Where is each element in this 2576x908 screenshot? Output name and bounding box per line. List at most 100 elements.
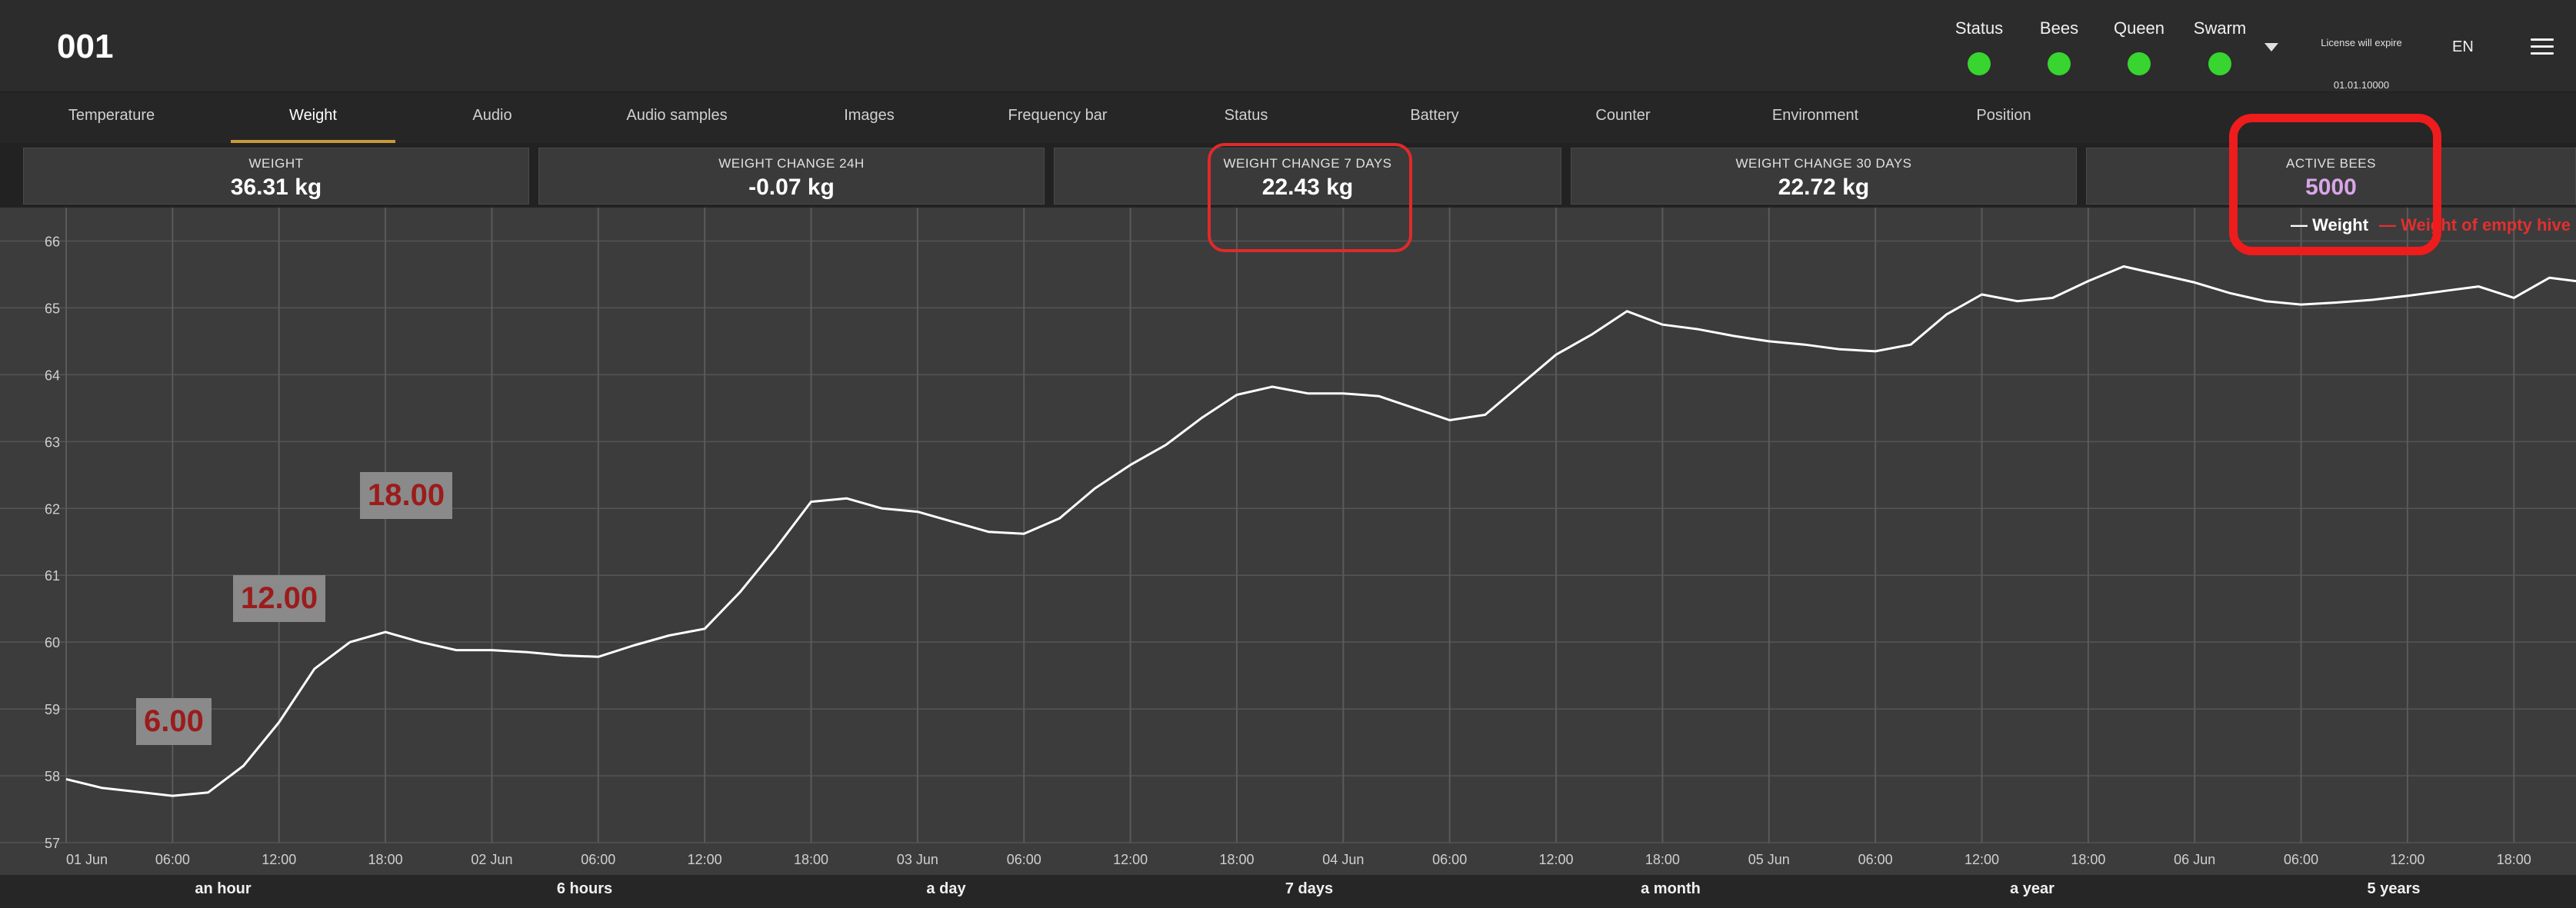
license-info: License will expire 01.01.10000 <box>2311 22 2411 106</box>
card-value: 22.43 kg <box>1261 175 1354 200</box>
y-tick-label: 59 <box>45 702 60 717</box>
tab-bar: Temperature Weight Audio Audio samples I… <box>0 92 2576 143</box>
status-label: Swarm <box>2193 18 2247 38</box>
status-indicator-status[interactable]: Status <box>1937 18 2021 75</box>
status-dot-icon <box>2208 52 2231 75</box>
hive-id: 001 <box>57 28 114 65</box>
x-tick-label: 06:00 <box>155 852 190 867</box>
y-tick-label: 58 <box>45 769 60 784</box>
active-bees-card: ACTIVE BEES 5000 <box>2086 148 2576 205</box>
x-tick-label: 12:00 <box>1113 852 1148 867</box>
tab-images[interactable]: Images <box>844 107 895 124</box>
card-label: WEIGHT CHANGE 24H <box>718 156 865 171</box>
y-tick-label: 57 <box>45 836 60 851</box>
x-tick-label: 18:00 <box>368 852 403 867</box>
range-selector: an hour 6 hours a day 7 days a month a y… <box>0 875 2576 908</box>
language-selector[interactable]: EN <box>2452 38 2474 55</box>
status-label: Queen <box>2113 18 2165 38</box>
hamburger-menu-icon[interactable] <box>2531 38 2554 57</box>
x-tick-label: 18:00 <box>2497 852 2531 867</box>
tab-audio-samples[interactable]: Audio samples <box>626 107 728 124</box>
range-a-year[interactable]: a year <box>2010 880 2054 897</box>
x-tick-label: 06:00 <box>581 852 615 867</box>
chart-svg: 57 58 59 60 61 62 63 64 65 66 01 Jun 06:00 12:00 18:0… <box>0 208 2576 867</box>
status-label: Bees <box>2039 18 2079 38</box>
y-tick-label: 62 <box>45 501 60 517</box>
y-tick-label: 60 <box>45 635 60 650</box>
license-label: License will expire <box>2321 37 2402 48</box>
header-bar: 001 Status Bees Queen Swarm License will… <box>0 0 2576 92</box>
y-tick-label: 61 <box>45 568 60 584</box>
card-label: WEIGHT CHANGE 30 DAYS <box>1735 156 1912 171</box>
weight-card: WEIGHT 36.31 kg <box>23 148 529 205</box>
chart-legend: — Weight — Weight of empty hive <box>2291 215 2571 235</box>
card-value: 36.31 kg <box>230 175 322 200</box>
weight-chart[interactable]: 57 58 59 60 61 62 63 64 65 66 01 Jun 06:00 12:00 18:0… <box>0 208 2576 884</box>
range-7-days[interactable]: 7 days <box>1285 880 1334 897</box>
tab-audio[interactable]: Audio <box>472 107 512 124</box>
tab-environment[interactable]: Environment <box>1771 107 1859 124</box>
tab-counter[interactable]: Counter <box>1595 107 1651 124</box>
x-tick-label: 05 Jun <box>1748 852 1790 867</box>
x-tick-label: 18:00 <box>2071 852 2105 867</box>
status-indicator-swarm[interactable]: Swarm <box>2178 18 2262 75</box>
annotation-6: 6.00 <box>136 698 212 745</box>
tab-battery[interactable]: Battery <box>1410 107 1459 124</box>
annotation-18: 18.00 <box>360 472 453 519</box>
weight-change-24h-card: WEIGHT CHANGE 24H -0.07 kg <box>538 148 1045 205</box>
x-tick-label: 03 Jun <box>897 852 938 867</box>
card-label: WEIGHT <box>248 156 304 171</box>
range-a-month[interactable]: a month <box>1641 880 1701 897</box>
x-tick-label: 18:00 <box>1645 852 1680 867</box>
range-5-years[interactable]: 5 years <box>2367 880 2421 897</box>
x-tick-label: 06:00 <box>1007 852 1041 867</box>
range-6-hours[interactable]: 6 hours <box>556 880 613 897</box>
highlight-active-bees <box>2229 114 2441 255</box>
x-tick-label: 06 Jun <box>2174 852 2215 867</box>
x-tick-label: 06:00 <box>1432 852 1467 867</box>
tab-temperature[interactable]: Temperature <box>68 107 155 124</box>
y-tick-label: 64 <box>45 368 60 383</box>
legend-weight[interactable]: — Weight <box>2291 215 2369 234</box>
y-tick-label: 66 <box>45 234 60 249</box>
x-tick-label: 12:00 <box>262 852 296 867</box>
highlight-7-days <box>1208 143 1412 252</box>
status-dot-icon <box>1968 52 1991 75</box>
weight-change-30-days-card: WEIGHT CHANGE 30 DAYS 22.72 kg <box>1571 148 2077 205</box>
x-tick-label: 12:00 <box>1964 852 1999 867</box>
y-tick-label: 65 <box>45 301 60 316</box>
x-tick-label: 12:00 <box>1539 852 1574 867</box>
x-tick-label: 02 Jun <box>471 852 512 867</box>
card-value: 22.72 kg <box>1778 175 1870 200</box>
card-label: ACTIVE BEES <box>2286 156 2376 171</box>
x-tick-label: 06:00 <box>1858 852 1893 867</box>
x-tick-label: 12:00 <box>688 852 722 867</box>
y-tick-label: 63 <box>45 434 60 450</box>
card-value: -0.07 kg <box>748 175 835 200</box>
tab-frequency-bar[interactable]: Frequency bar <box>1008 107 1108 124</box>
x-tick-label: 18:00 <box>1219 852 1254 867</box>
tab-position[interactable]: Position <box>1976 107 2031 124</box>
tab-weight[interactable]: Weight <box>231 92 395 143</box>
series-line-weight <box>65 265 2576 797</box>
license-date: 01.01.10000 <box>2333 79 2390 91</box>
status-indicator-queen[interactable]: Queen <box>2097 18 2181 75</box>
tab-status[interactable]: Status <box>1224 107 1268 124</box>
range-an-hour[interactable]: an hour <box>195 880 252 897</box>
status-dot-icon <box>2128 52 2151 75</box>
x-tick-label: 06:00 <box>2284 852 2318 867</box>
x-tick-label: 18:00 <box>794 852 828 867</box>
x-tick-label: 04 Jun <box>1322 852 1364 867</box>
annotation-12: 12.00 <box>233 575 326 622</box>
x-tick-label: 12:00 <box>2390 852 2424 867</box>
status-label: Status <box>1954 18 2004 38</box>
x-tick-label: 01 Jun <box>66 852 108 867</box>
caret-down-icon[interactable] <box>2264 43 2278 52</box>
card-label: WEIGHT CHANGE 7 DAYS <box>1223 156 1392 171</box>
status-dot-icon <box>2048 52 2071 75</box>
legend-empty-hive[interactable]: — Weight of empty hive <box>2379 215 2571 234</box>
weight-change-7-days-card: WEIGHT CHANGE 7 DAYS 22.43 kg <box>1054 148 1561 205</box>
range-a-day[interactable]: a day <box>926 880 966 897</box>
card-value: 5000 <box>2305 175 2357 200</box>
status-indicator-bees[interactable]: Bees <box>2017 18 2101 75</box>
